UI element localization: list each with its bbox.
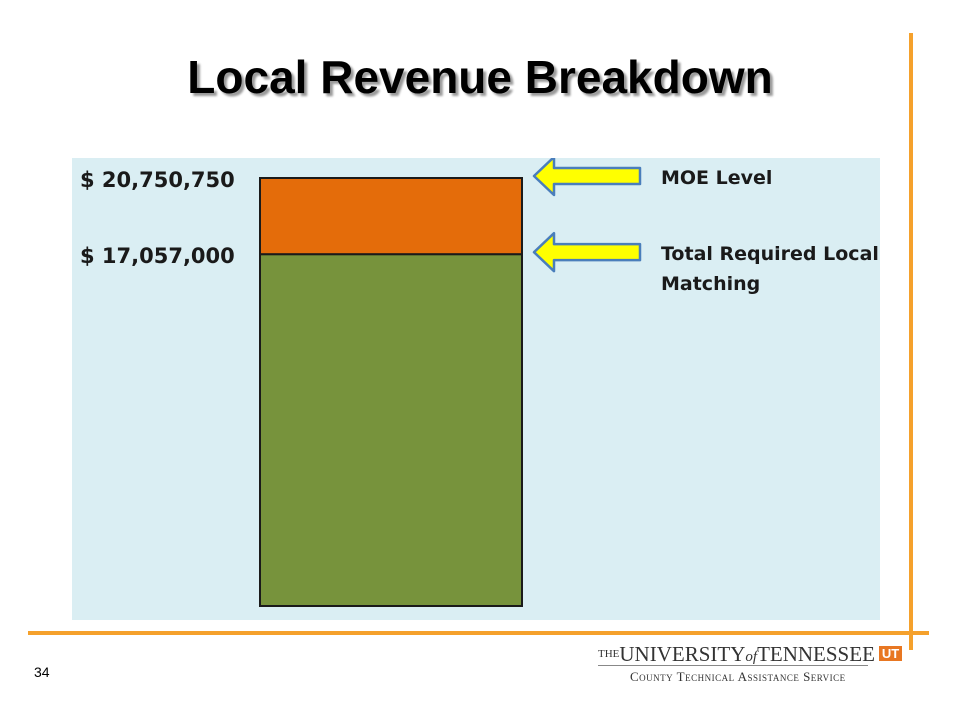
annotation-text-2-line-1: Total Required Local [661,243,879,265]
chart-panel: $ 20,750,750 $ 17,057,000 MOE Level Total R… [72,158,880,620]
page-number: 34 [34,664,50,680]
annotation-text-1-line-1: MOE Level [661,167,772,189]
logo-rule [598,665,868,666]
logo-university: UNIVERSITY [619,642,746,666]
bar-segment-2 [259,177,523,256]
logo-university-name: THEUNIVERSITYofTENNESSEE UT [598,642,903,667]
accent-vertical-line [909,33,913,650]
logo-department: County Technical Assistance Service [630,669,846,684]
ut-logo-mark: UT [878,646,903,661]
logo-tennessee: TENNESSEE [757,642,875,666]
accent-horizontal-line [28,631,929,635]
stacked-bar-chart: $ 20,750,750 $ 17,057,000 MOE Level Total R… [80,158,879,607]
annotation-text-2-line-2: Matching [661,273,760,295]
university-logo: THEUNIVERSITYofTENNESSEE UT County Techni… [598,642,903,690]
annotation-arrow-1 [532,158,642,197]
page-title: Local Revenue Breakdown [187,51,773,103]
logo-of: of [745,649,758,665]
bar-segment-1 [259,253,523,607]
value-label-1: $ 20,750,750 [80,168,235,192]
annotation-arrow-2 [532,231,642,273]
logo-the: THE [598,648,620,660]
value-label-2: $ 17,057,000 [80,244,235,268]
